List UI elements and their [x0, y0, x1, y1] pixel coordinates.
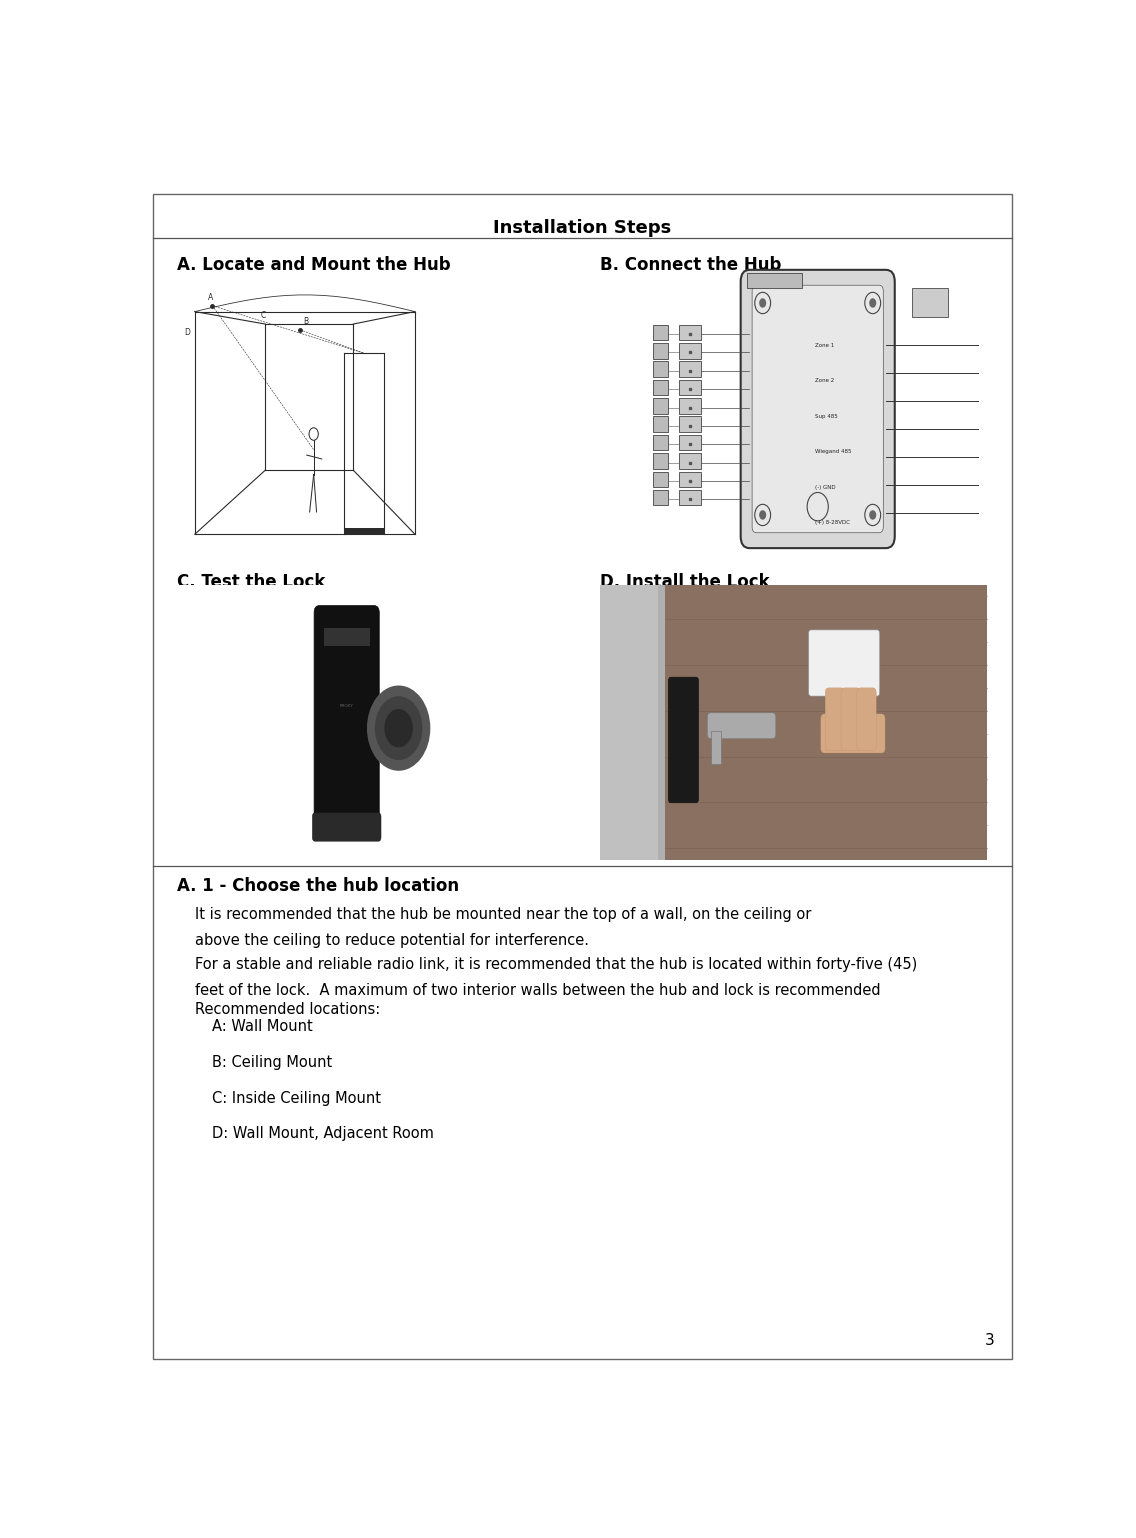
Text: Sup 485: Sup 485	[815, 414, 837, 418]
Bar	[652, 398, 668, 414]
Circle shape	[375, 697, 423, 760]
Bar	[679, 361, 701, 377]
Text: feet of the lock.  A maximum of two interior walls between the hub and lock is r: feet of the lock. A maximum of two inter…	[195, 983, 880, 998]
Bar	[652, 380, 668, 395]
Text: (-) GND: (-) GND	[815, 484, 836, 491]
Bar	[679, 491, 701, 506]
Bar	[658, 584, 987, 860]
Circle shape	[367, 686, 431, 771]
Bar	[324, 628, 369, 646]
Text: C. Test the Lock: C. Test the Lock	[177, 574, 326, 591]
Text: B. Connect the Hub: B. Connect the Hub	[600, 255, 782, 274]
Bar	[177, 584, 560, 860]
Bar	[679, 454, 701, 469]
Text: above the ceiling to reduce potential for interference.: above the ceiling to reduce potential fo…	[195, 934, 588, 947]
FancyBboxPatch shape	[752, 285, 884, 532]
Text: Wiegand 485: Wiegand 485	[815, 449, 852, 454]
Bar	[652, 361, 668, 377]
FancyBboxPatch shape	[841, 687, 860, 751]
Text: A. 1 - Choose the hub location: A. 1 - Choose the hub location	[177, 877, 459, 895]
Bar	[679, 435, 701, 451]
FancyBboxPatch shape	[857, 687, 876, 751]
Text: Installation Steps: Installation Steps	[493, 220, 671, 237]
Circle shape	[869, 511, 876, 520]
FancyBboxPatch shape	[821, 714, 885, 754]
Text: Zone 2: Zone 2	[815, 378, 834, 383]
FancyBboxPatch shape	[668, 677, 699, 803]
Bar	[652, 454, 668, 469]
Bar	[652, 343, 668, 358]
Bar	[679, 472, 701, 488]
FancyBboxPatch shape	[809, 631, 879, 697]
Text: B: B	[303, 317, 308, 326]
Circle shape	[869, 298, 876, 308]
Bar	[658, 584, 665, 860]
Text: C: C	[261, 311, 266, 320]
Circle shape	[759, 511, 766, 520]
Bar	[600, 584, 987, 860]
Text: Zone 1: Zone 1	[815, 343, 834, 348]
Bar	[600, 269, 987, 548]
Bar	[679, 398, 701, 414]
FancyBboxPatch shape	[315, 606, 379, 827]
Text: D. Install the Lock: D. Install the Lock	[600, 574, 769, 591]
Text: For a stable and reliable radio link, it is recommended that the hub is located : For a stable and reliable radio link, it…	[195, 957, 917, 972]
Bar	[679, 325, 701, 340]
Bar	[711, 731, 721, 764]
Bar	[344, 528, 384, 534]
Circle shape	[384, 709, 412, 747]
FancyBboxPatch shape	[312, 812, 381, 841]
Bar	[652, 417, 668, 432]
Bar	[177, 269, 560, 548]
Text: It is recommended that the hub be mounted near the top of a wall, on the ceiling: It is recommended that the hub be mounte…	[195, 907, 811, 921]
FancyBboxPatch shape	[825, 687, 844, 751]
Text: PROXY: PROXY	[340, 704, 353, 707]
Circle shape	[759, 298, 766, 308]
Bar	[679, 380, 701, 395]
Text: D: Wall Mount, Adjacent Room: D: Wall Mount, Adjacent Room	[212, 1126, 434, 1141]
Bar	[912, 288, 947, 317]
Bar	[652, 472, 668, 488]
Text: 3: 3	[985, 1332, 994, 1347]
Bar	[652, 435, 668, 451]
FancyBboxPatch shape	[741, 269, 895, 548]
Text: A. Locate and Mount the Hub: A. Locate and Mount the Hub	[177, 255, 451, 274]
Bar	[652, 491, 668, 506]
Bar	[747, 274, 802, 288]
Text: (+) 8-28VDC: (+) 8-28VDC	[815, 520, 850, 526]
FancyBboxPatch shape	[708, 712, 776, 738]
Text: A: Wall Mount: A: Wall Mount	[212, 1020, 314, 1035]
Text: C: Inside Ceiling Mount: C: Inside Ceiling Mount	[212, 1090, 382, 1106]
Text: B: Ceiling Mount: B: Ceiling Mount	[212, 1055, 333, 1070]
Bar	[679, 417, 701, 432]
Text: A: A	[208, 292, 214, 301]
Text: Recommended locations:: Recommended locations:	[195, 1001, 381, 1017]
Bar	[679, 343, 701, 358]
Text: D: D	[184, 328, 190, 337]
Bar	[652, 325, 668, 340]
